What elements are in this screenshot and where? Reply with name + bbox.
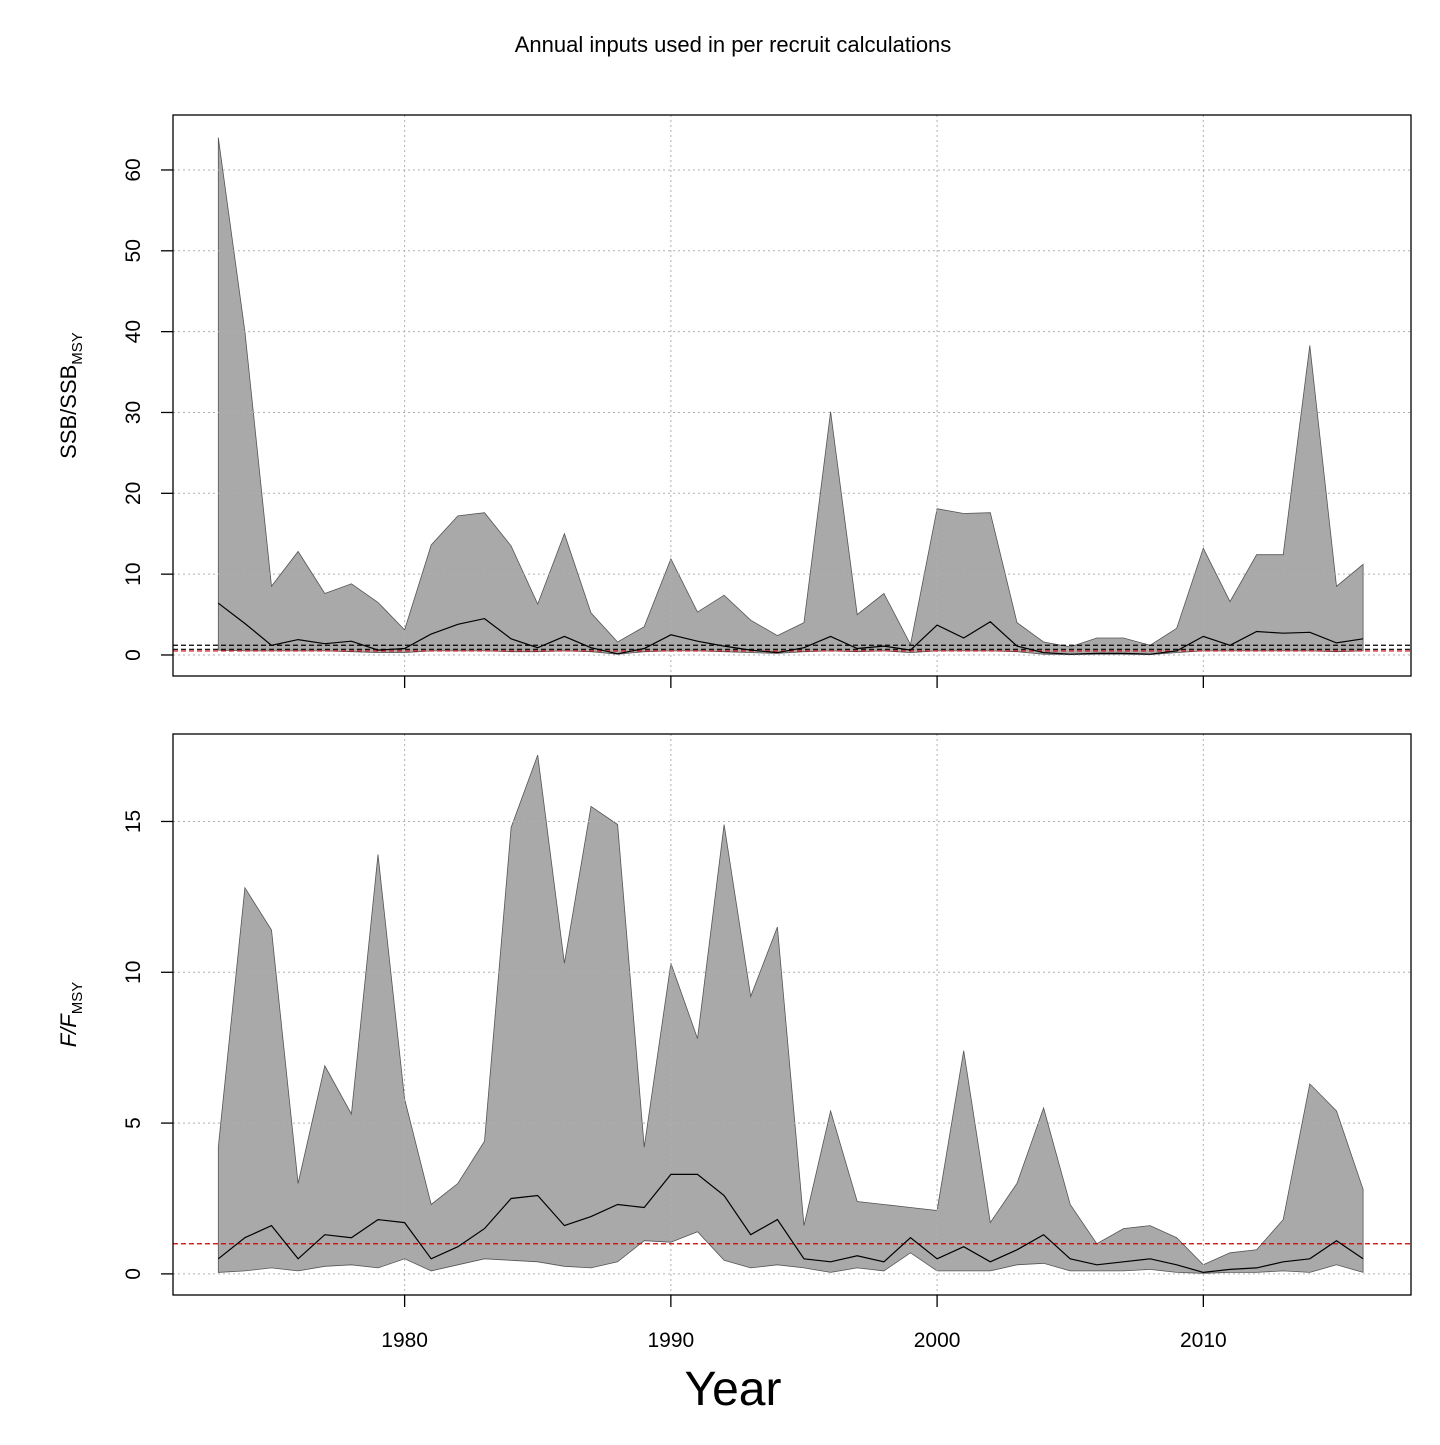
median-line [217,602,1364,655]
y-axis-label: F/FMSY [56,982,86,1048]
plot-frame [172,114,1412,677]
median-line [217,1173,1364,1274]
x-tick-label: 2000 [914,1329,961,1352]
chart-title: Annual inputs used in per recruit calcul… [515,32,952,57]
y-axis-label: SSB/SSBMSY [56,332,86,459]
y-tick-label: 10 [122,961,145,984]
y-tick-label: 0 [122,649,145,661]
plot-frame [172,733,1412,1296]
y-axis-label-main: SSB/SSB [56,365,81,459]
x-tick-label: 1990 [648,1329,695,1352]
y-tick-label: 40 [122,320,145,343]
panel-1: 0 10 20 30 40 50 60 SSB/SSBMSY [56,114,1412,688]
x-tick-label: 2010 [1180,1329,1227,1352]
x-tick-label: 1980 [381,1329,428,1352]
y-tick-label: 5 [122,1117,145,1129]
y-tick-label: 30 [122,401,145,424]
confidence-band [217,754,1364,1274]
panel-2: 1980 1990 2000 2010 0 5 10 15 F/FMSY [56,733,1412,1352]
confidence-band [217,137,1364,656]
y-tick-label: 15 [122,810,145,833]
y-tick-label: 20 [122,482,145,505]
y-tick-label: 10 [122,562,145,585]
x-axis-label: Year [685,1363,782,1416]
y-tick-label: 50 [122,239,145,262]
y-axis-label-subscript: MSY [69,982,86,1015]
y-axis-label-main: F/F [56,1013,81,1048]
y-tick-label: 0 [122,1268,145,1280]
y-tick-label: 60 [122,158,145,181]
y-axis-label-subscript: MSY [69,332,86,365]
